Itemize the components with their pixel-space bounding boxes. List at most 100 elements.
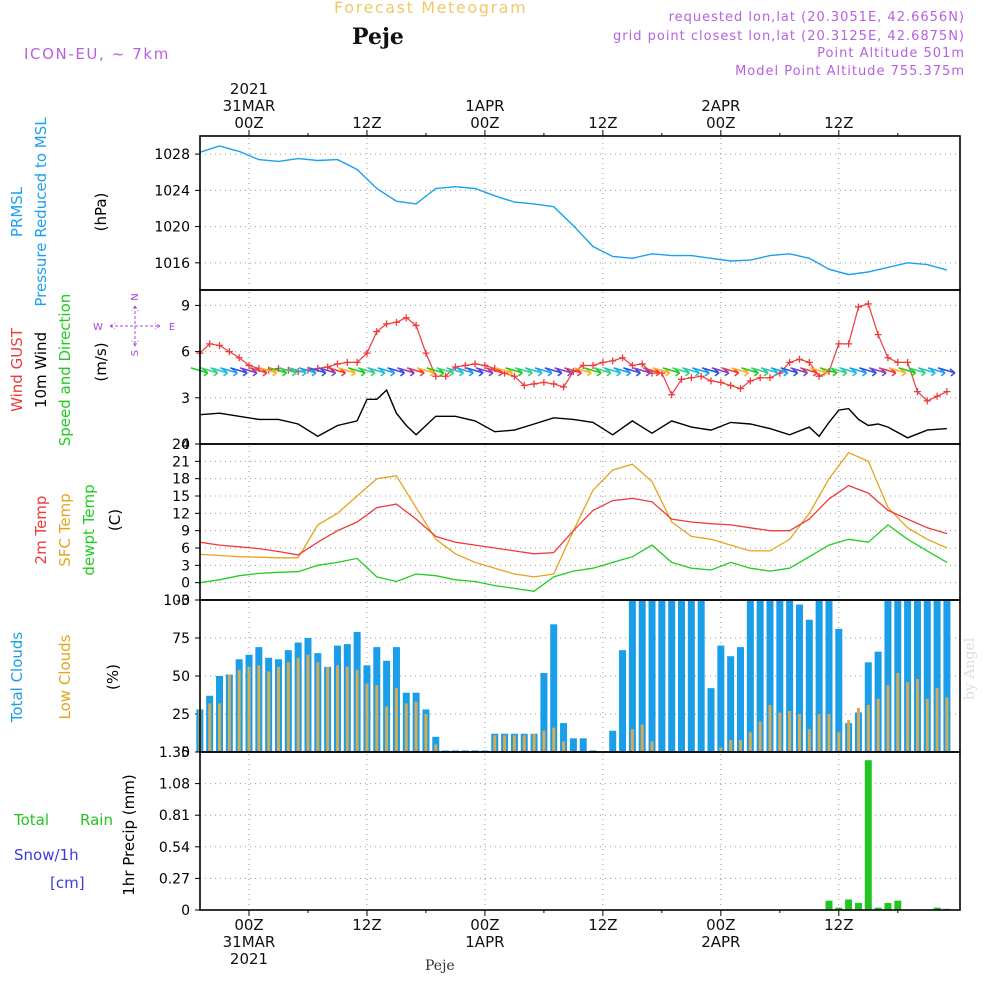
low-cloud-bar (267, 671, 271, 752)
low-cloud-bar (394, 688, 398, 752)
precip-snow-unit: [cm] (50, 874, 85, 892)
low-cloud-bar (247, 666, 251, 752)
precip-rain-title: Rain (80, 811, 113, 829)
3-tick-label: 25 (172, 707, 190, 723)
panel-frame (199, 443, 961, 601)
clouds-unit: (%) (104, 664, 122, 690)
gust-marker (805, 358, 813, 366)
station-title: Peje (352, 24, 404, 50)
low-cloud-bar (906, 682, 910, 752)
total-cloud-bar (707, 688, 715, 752)
gust-marker (707, 377, 715, 385)
gust-marker (746, 377, 754, 385)
wind-compass-rose (109, 305, 161, 347)
low-cloud-bar (562, 741, 566, 752)
gust-marker (579, 361, 587, 369)
low-cloud-bar (945, 697, 949, 752)
gust-marker (442, 372, 450, 380)
low-clouds-title: Low Clouds (56, 634, 74, 719)
2-tick-label: 24 (172, 437, 190, 453)
gust-marker (363, 349, 371, 357)
total-cloud-bar (805, 619, 813, 752)
4-tick-label: 1.08 (159, 777, 190, 793)
1-tick-label: 6 (181, 345, 190, 361)
total-cloud-bar (648, 600, 656, 752)
total-cloud-bar (884, 600, 892, 752)
rain-bar (864, 760, 872, 910)
low-cloud-bar (876, 698, 880, 752)
model-altitude: Model Point Altitude 755.375m (735, 64, 965, 79)
panel-frame (199, 751, 961, 911)
3-tick-label: 75 (172, 631, 190, 647)
gust-marker (216, 341, 224, 349)
compass-south: S (130, 350, 141, 356)
total-cloud-bar (638, 600, 646, 752)
4-tick-label: 0.27 (159, 871, 190, 887)
gust-marker (333, 360, 341, 368)
gust-marker (412, 321, 420, 329)
low-cloud-bar (434, 744, 438, 752)
low-cloud-bar (257, 665, 261, 752)
low-cloud-bar (778, 712, 782, 752)
rain-bar (854, 902, 862, 910)
1-tick-label: 9 (181, 298, 190, 314)
2-tick-label: 3 (181, 558, 190, 574)
gust-marker (609, 357, 617, 365)
bottom-time-label: 00Z (706, 916, 735, 934)
gust-marker (638, 360, 646, 368)
gust-marker (904, 358, 912, 366)
gust-marker (520, 381, 528, 389)
gust-marker (432, 372, 440, 380)
2-tick-label: 21 (172, 454, 190, 470)
pressure-line (199, 145, 948, 276)
0-tick-label: 1028 (154, 147, 190, 163)
wind-unit: (m/s) (92, 342, 110, 381)
low-cloud-bar (404, 703, 408, 752)
low-cloud-bar (886, 685, 890, 752)
total-cloud-bar (835, 628, 843, 752)
1-tick-label: 0 (181, 437, 190, 453)
gust-marker (451, 363, 459, 371)
total-cloud-bar (776, 600, 784, 752)
total-cloud-bar (913, 600, 921, 752)
top-time-label: 2APR (701, 97, 740, 115)
gust-marker (678, 375, 686, 383)
wind-speed-line (199, 388, 947, 439)
gust-marker (835, 340, 843, 348)
low-cloud-bar (935, 688, 939, 752)
gust-marker (550, 380, 558, 388)
low-cloud-bar (739, 739, 742, 752)
gust-marker (737, 385, 744, 393)
2-tick-label: 18 (172, 472, 190, 488)
2-tick-label: 6 (181, 541, 190, 557)
total-cloud-bar (550, 624, 558, 752)
low-cloud-bar (208, 703, 212, 752)
product-title: Forecast Meteogram (334, 0, 528, 17)
precip-snow-title: Snow/1h (14, 846, 79, 864)
total-cloud-bar (560, 723, 568, 752)
wind-speed-title: 10m Wind (32, 332, 50, 408)
0-tick-label: 1020 (154, 220, 190, 236)
wind-gust-line (199, 303, 948, 402)
gust-marker (766, 374, 774, 382)
low-cloud-bar (503, 735, 507, 752)
gust-marker (933, 392, 941, 400)
model-label: ICON-EU, ~ 7km (24, 45, 170, 63)
low-cloud-bar (286, 662, 290, 752)
bottom-time-label: 00Z (234, 916, 263, 934)
point-altitude: Point Altitude 501m (817, 46, 965, 61)
dewpt-line (199, 524, 948, 592)
gust-marker (756, 374, 764, 382)
temp-2m-title: 2m Temp (32, 496, 50, 565)
total-cloud-bar (687, 600, 695, 752)
gust-marker (845, 340, 853, 348)
rain-bar (825, 900, 833, 910)
gust-marker (481, 361, 489, 369)
low-cloud-bar (522, 735, 526, 752)
total-cloud-bar (697, 600, 705, 752)
low-cloud-bar (896, 672, 900, 752)
top-time-label: 12Z (588, 114, 617, 132)
gust-marker (402, 314, 410, 322)
gust-marker (560, 383, 568, 391)
